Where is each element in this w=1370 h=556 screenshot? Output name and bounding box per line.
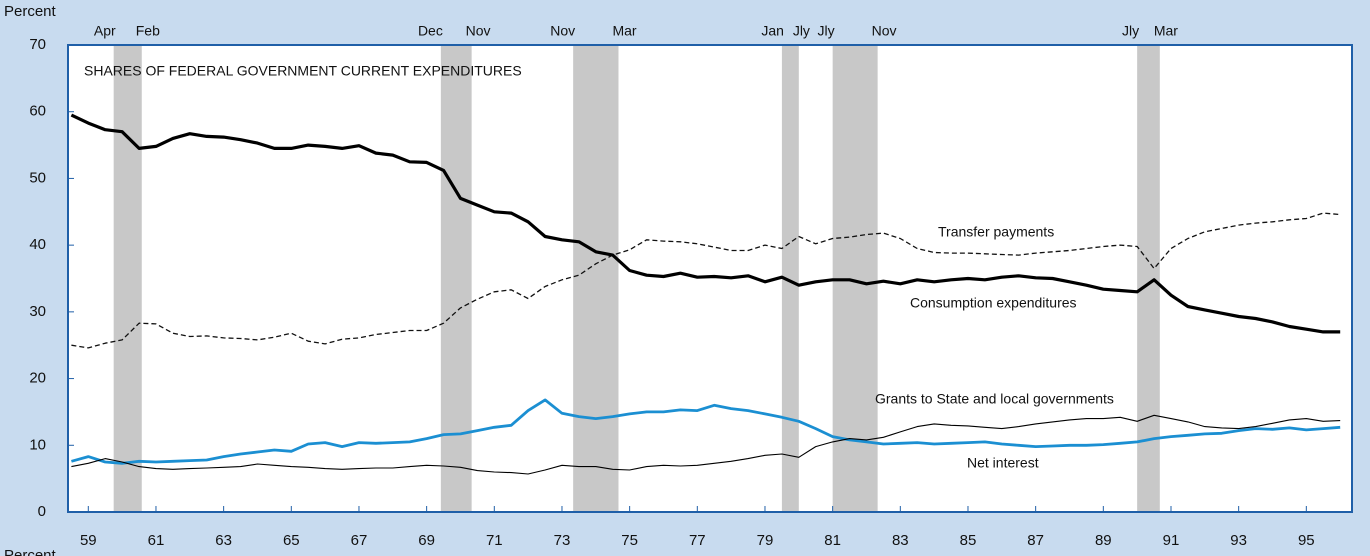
x-tick-label: 69 [418,532,435,549]
recession-band [781,46,799,511]
x-tick-label: 65 [283,532,300,549]
x-tick-label: 77 [689,532,706,549]
recession-end-label: Nov [872,23,897,39]
y-tick-label: 50 [29,169,46,186]
y-tick-label: 0 [38,503,46,520]
x-tick-label: 71 [486,532,503,549]
y-tick-label: 30 [29,303,46,320]
series-line [71,414,1341,475]
x-tick-label: 91 [1163,532,1180,549]
recession-band [1137,46,1160,511]
x-tick-label: 95 [1298,532,1315,549]
series-label: Net interest [967,455,1039,471]
y-tick-label: 60 [29,103,46,120]
x-tick-label: 59 [80,532,97,549]
x-tick-label: 81 [824,532,841,549]
recession-start-label: Jan [761,23,784,39]
series-line [71,212,1341,349]
recession-band [440,46,472,511]
recession-end-label: Jly [793,23,810,39]
y-tick-label: 40 [29,236,46,253]
y-axis-label: Percent [4,3,57,20]
y-tick-label: 70 [29,36,46,53]
x-tick-label: 73 [554,532,571,549]
series-line [71,398,1341,465]
y-tick-label: 10 [29,436,46,453]
x-tick-label: 79 [757,532,774,549]
recession-end-label: Feb [136,23,160,39]
recession-start-label: Jly [1122,23,1139,39]
chart-title: SHARES OF FEDERAL GOVERNMENT CURRENT EXP… [84,63,522,79]
x-tick-label: 61 [148,532,165,549]
x-tick-label: 63 [215,532,232,549]
recession-band [573,46,619,511]
recession-start-label: Nov [550,23,575,39]
series-label: Grants to State and local governments [875,391,1114,407]
recession-band [113,46,142,511]
recession-end-label: Mar [612,23,636,39]
x-tick-label: 89 [1095,532,1112,549]
y-axis-label-bottom: Percent [4,547,57,556]
series-label: Transfer payments [938,224,1054,240]
recession-end-label: Nov [466,23,491,39]
recession-start-label: Apr [94,23,116,39]
x-tick-label: 67 [351,532,368,549]
series-label: Consumption expenditures [910,295,1077,311]
x-tick-label: 93 [1230,532,1247,549]
x-tick-label: 85 [960,532,977,549]
series-line [70,113,1341,334]
y-tick-label: 20 [29,370,46,387]
recession-start-label: Dec [418,23,443,39]
x-tick-label: 75 [621,532,638,549]
recession-end-label: Mar [1154,23,1178,39]
x-tick-label: 87 [1027,532,1044,549]
x-tick-label: 83 [892,532,909,549]
recession-start-label: Jly [818,23,835,39]
